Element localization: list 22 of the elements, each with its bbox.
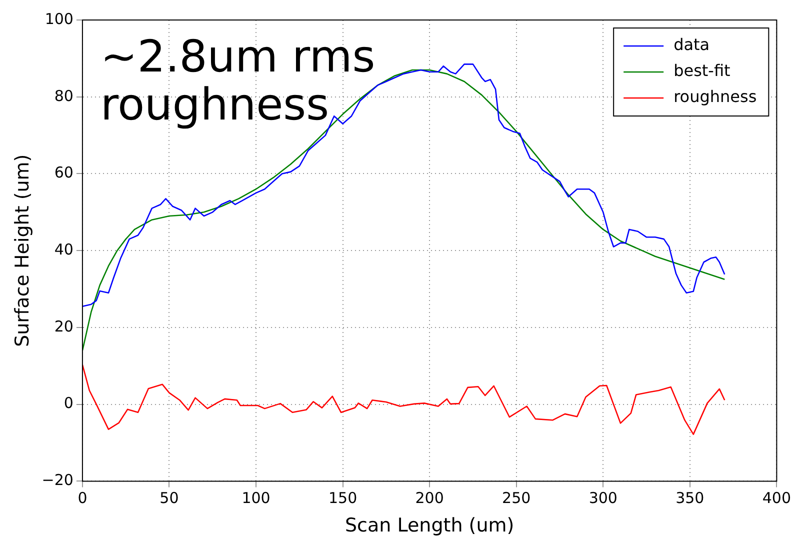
y-axis-title: Surface Height (um) — [11, 154, 34, 347]
x-tick-label: 100 — [242, 489, 270, 508]
legend-label: data — [674, 35, 710, 54]
legend-label: roughness — [674, 87, 757, 106]
x-tick-label: 150 — [328, 489, 358, 508]
x-tick-label: 0 — [78, 489, 88, 508]
x-tick-label: 50 — [160, 489, 179, 508]
y-tick-label: −20 — [42, 471, 74, 490]
legend-label: best-fit — [674, 61, 730, 80]
x-axis-title: Scan Length (um) — [344, 514, 514, 537]
y-tick-label: 20 — [54, 317, 74, 336]
y-tick-label: 100 — [44, 10, 74, 28]
x-tick-label: 200 — [415, 489, 444, 508]
y-tick-label: 40 — [54, 240, 74, 258]
y-tick-label: 60 — [54, 164, 74, 182]
y-tick-label: 0 — [64, 394, 74, 412]
x-tick-label: 400 — [762, 489, 792, 508]
x-tick-label: 300 — [588, 489, 618, 508]
y-tick-label: 80 — [54, 86, 74, 105]
x-tick-label: 350 — [676, 489, 704, 508]
annotation: ~2.8um rms roughness — [100, 31, 376, 130]
x-tick-label: 250 — [502, 489, 531, 508]
